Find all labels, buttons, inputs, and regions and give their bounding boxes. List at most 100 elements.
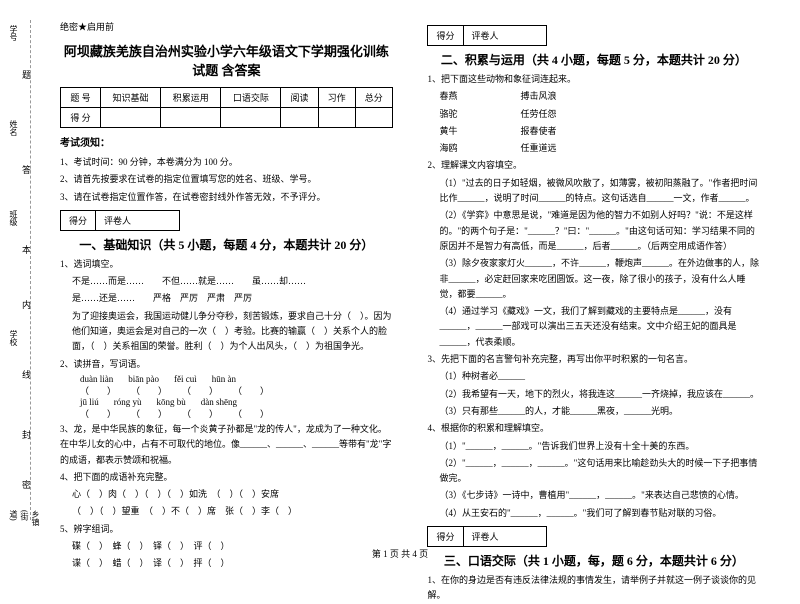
pinyin-r2: （ ） （ ） （ ） （ ） bbox=[60, 384, 393, 397]
notice-2: 2、请首先按要求在试卷的指定位置填写您的姓名、班级、学号。 bbox=[60, 172, 393, 187]
sb-xingming: 姓名 bbox=[8, 120, 19, 136]
pb-5[interactable]: （ ） bbox=[80, 407, 116, 420]
s2q1-i1: 春燕 搏击风浪 bbox=[427, 89, 760, 104]
s2q3: 3、先把下面的名言警句补充完整，再写出你平时积累的一句名言。 bbox=[427, 352, 760, 367]
s2q3b: （2）我希望有一天，地下的烈火，将我连这______一齐烧掉，我应该在_____… bbox=[427, 387, 760, 402]
py-2: biān pào bbox=[128, 374, 159, 384]
mark-mi: 密 bbox=[20, 480, 33, 489]
sb-xuexiao: 学校 bbox=[8, 330, 19, 346]
py-6: róng yù bbox=[114, 397, 142, 407]
q1c: 为了迎接奥运会，我国运动健儿争分夺秒，刻苦锻炼，要求自己十分（ ）。因为他们知道… bbox=[60, 309, 393, 355]
s2q1-i3: 黄牛 报春使者 bbox=[427, 124, 760, 139]
mark-da: 答 bbox=[20, 165, 33, 174]
sb-xiangzhen: 乡镇(街道) bbox=[8, 510, 41, 530]
pb-4[interactable]: （ ） bbox=[233, 384, 269, 397]
s2q2b: （2）《学弈》中意思是说，"难道是因为他的智力不如别人好吗？"说：不是这样的。"… bbox=[427, 208, 760, 254]
s2q1-i2: 骆驼 任劳任怨 bbox=[427, 107, 760, 122]
page-footer: 第 1 页 共 4 页 bbox=[0, 547, 800, 560]
notice-3: 3、请在试卷指定位置作答，在试卷密封线外作答无效，不予评分。 bbox=[60, 190, 393, 205]
s3q1: 1、在你的身边是否有违反法律法规的事情发生，请举例子并就这一例子谈谈你的见解。 bbox=[427, 573, 760, 604]
left-column: 绝密★启用前 阿坝藏族羌族自治州实验小学六年级语文下学期强化训练试题 含答案 题… bbox=[50, 20, 403, 535]
td-b5[interactable] bbox=[318, 108, 355, 128]
table-header-row: 题 号 知识基础 积累运用 口语交际 阅读 习作 总分 bbox=[61, 88, 393, 108]
page-container: 绝密★启用前 阿坝藏族羌族自治州实验小学六年级语文下学期强化训练试题 含答案 题… bbox=[0, 0, 800, 540]
section2-title: 二、积累与运用（共 4 小题，每题 5 分，本题共计 20 分） bbox=[427, 51, 760, 68]
q3: 3、龙，是中华民族的象征，每一个炎黄子孙都是"龙的传人"，龙成为了一种文化。在中… bbox=[60, 422, 393, 468]
q4a: 心（ ）肉（ ）（ ）（ ）如洗 （ ）（ ）安席 bbox=[60, 487, 393, 502]
pb-3[interactable]: （ ） bbox=[182, 384, 218, 397]
td-b6[interactable] bbox=[355, 108, 392, 128]
mark-nei: 内 bbox=[20, 300, 33, 309]
s2q4a: （1）"______，______。"告诉我们世界上没有十全十美的东西。 bbox=[427, 439, 760, 454]
th-3: 口语交际 bbox=[221, 88, 281, 108]
py-4: hūn àn bbox=[212, 374, 236, 384]
td-b3[interactable] bbox=[221, 108, 281, 128]
q2: 2、读拼音，写词语。 bbox=[60, 357, 393, 372]
score-c2: 评卷人 bbox=[96, 211, 139, 230]
mark-feng: 封 bbox=[20, 430, 33, 439]
right-column: 得分 评卷人 二、积累与运用（共 4 小题，每题 5 分，本题共计 20 分） … bbox=[417, 20, 770, 535]
score-box-1: 得分 评卷人 bbox=[60, 210, 180, 231]
py-7: kōng bù bbox=[157, 397, 186, 407]
th-4: 阅读 bbox=[281, 88, 318, 108]
score3-c1: 得分 bbox=[428, 527, 463, 546]
s2q2a: （1）"过去的日子如轻烟，被微风吹散了，如薄雾，被初阳蒸融了。"作者把时间比作_… bbox=[427, 176, 760, 207]
score3-c2: 评卷人 bbox=[464, 527, 507, 546]
q1b: 是……还是…… 严格 严厉 严肃 严厉 bbox=[60, 291, 393, 306]
td-b1[interactable] bbox=[100, 108, 160, 128]
mark-ben: 本 bbox=[20, 245, 33, 254]
pb-6[interactable]: （ ） bbox=[131, 407, 167, 420]
notice-title: 考试须知： bbox=[60, 134, 393, 149]
pinyin-r1: duàn liàn biān pào fěi cuì hūn àn bbox=[60, 374, 393, 384]
pinyin-r3: jū liú róng yù kōng bù dàn shēng bbox=[60, 397, 393, 407]
th-5: 习作 bbox=[318, 88, 355, 108]
binding-sidebar: 学号 题 姓名 答 班级 本 内 学校 线 封 密 乡镇(街道) bbox=[8, 20, 48, 530]
td-b4[interactable] bbox=[281, 108, 318, 128]
q4b: （ ）（ ）望重 （ ）不（ ）席 张（ ）李（ ） bbox=[60, 504, 393, 519]
td-defen: 得 分 bbox=[61, 108, 101, 128]
py-5: jū liú bbox=[80, 397, 99, 407]
exam-title: 阿坝藏族羌族自治州实验小学六年级语文下学期强化训练试题 含答案 bbox=[60, 41, 393, 79]
mark-xian: 线 bbox=[20, 370, 33, 379]
s2q1-i4: 海鸥 任重道远 bbox=[427, 141, 760, 156]
confidential-label: 绝密★启用前 bbox=[60, 20, 393, 33]
q4: 4、把下面的成语补充完整。 bbox=[60, 470, 393, 485]
th-0: 题 号 bbox=[61, 88, 101, 108]
pinyin-r4: （ ） （ ） （ ） （ ） bbox=[60, 407, 393, 420]
s2q4d: （4）从王安石的"______，______。"我们可了解到春节贴对联的习俗。 bbox=[427, 506, 760, 521]
q1: 1、选词填空。 bbox=[60, 257, 393, 272]
q1a: 不是……而是…… 不但……就是…… 虽……却…… bbox=[60, 274, 393, 289]
mark-ti: 题 bbox=[20, 70, 33, 79]
section1-title: 一、基础知识（共 5 小题，每题 4 分，本题共计 20 分） bbox=[60, 236, 393, 253]
q5: 5、辨字组词。 bbox=[60, 522, 393, 537]
score-box-2: 得分 评卷人 bbox=[427, 25, 547, 46]
pb-1[interactable]: （ ） bbox=[80, 384, 116, 397]
py-8: dàn shēng bbox=[201, 397, 237, 407]
s2q3a: （1）种树者必______ bbox=[427, 369, 760, 384]
table-score-row: 得 分 bbox=[61, 108, 393, 128]
sb-banji: 班级 bbox=[8, 210, 19, 226]
s2q4b: （2）"______，______，______。"这句话用来比喻趁劲头大的时候… bbox=[427, 456, 760, 487]
notice-1: 1、考试时间：90 分钟，本卷满分为 100 分。 bbox=[60, 155, 393, 170]
score2-c2: 评卷人 bbox=[464, 26, 507, 45]
score-box-3: 得分 评卷人 bbox=[427, 526, 547, 547]
th-2: 积累运用 bbox=[161, 88, 221, 108]
th-1: 知识基础 bbox=[100, 88, 160, 108]
s2q1: 1、把下面这些动物和象征词连起来。 bbox=[427, 72, 760, 87]
pb-7[interactable]: （ ） bbox=[182, 407, 218, 420]
score-table: 题 号 知识基础 积累运用 口语交际 阅读 习作 总分 得 分 bbox=[60, 87, 393, 128]
td-b2[interactable] bbox=[161, 108, 221, 128]
th-6: 总分 bbox=[355, 88, 392, 108]
py-1: duàn liàn bbox=[80, 374, 113, 384]
score2-c1: 得分 bbox=[428, 26, 463, 45]
s2q2d: （4）通过学习《藏戏》一文，我们了解到藏戏的主要特点是______，没有____… bbox=[427, 304, 760, 350]
sb-xuehao: 学号 bbox=[8, 25, 19, 41]
s2q4c: （3）《七步诗》一诗中，曹植用"______，______。"来表达自己悲愤的心… bbox=[427, 488, 760, 503]
py-3: fěi cuì bbox=[174, 374, 197, 384]
pb-2[interactable]: （ ） bbox=[131, 384, 167, 397]
s2q3c: （3）只有那些______的人，才能______黑夜，______光明。 bbox=[427, 404, 760, 419]
fold-line bbox=[30, 20, 31, 520]
s2q2: 2、理解课文内容填空。 bbox=[427, 158, 760, 173]
score-c1: 得分 bbox=[61, 211, 96, 230]
pb-8[interactable]: （ ） bbox=[233, 407, 269, 420]
